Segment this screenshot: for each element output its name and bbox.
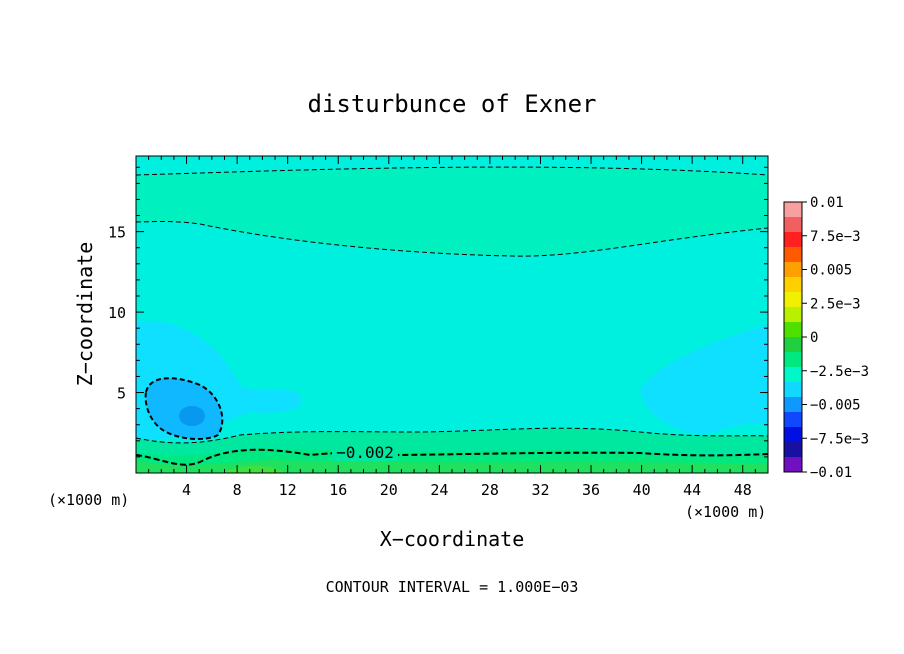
x-tick-label: 28 — [481, 481, 499, 499]
colorbar-swatch — [784, 217, 802, 233]
colorbar-swatch — [784, 292, 802, 308]
x-tick-label: 8 — [233, 481, 242, 499]
colorbar-swatch — [784, 427, 802, 443]
colorbar-swatch — [784, 262, 802, 278]
colorbar-swatch — [784, 322, 802, 338]
colorbar-tick-label: 2.5e−3 — [810, 296, 861, 312]
colorbar-swatch — [784, 457, 802, 473]
y-tick-label: 15 — [108, 224, 126, 242]
colorbar-tick-label: 0 — [810, 330, 818, 346]
colorbar-swatch — [784, 367, 802, 383]
colorbar-tick-label: −2.5e−3 — [810, 364, 869, 380]
colorbar-swatch — [784, 202, 802, 218]
negative-core — [179, 406, 205, 426]
contour-line-negative-core — [144, 377, 224, 440]
colorbar-tick-label: −7.5e−3 — [810, 431, 869, 447]
weak-negative-region-right — [640, 324, 768, 435]
contour-label-background — [332, 443, 398, 461]
y-axis-ticks: 5 10 15 — [108, 166, 768, 458]
near-surface-band-c — [136, 460, 768, 473]
x-tick-label: 40 — [633, 481, 651, 499]
colorbar-tick-label: 0.01 — [810, 195, 844, 211]
colorbar-swatch — [784, 382, 802, 398]
x-tick-label: 24 — [430, 481, 448, 499]
x-tick-label: 44 — [683, 481, 701, 499]
x-tick-label: 20 — [380, 481, 398, 499]
colorbar-tick-label: −0.01 — [810, 465, 852, 481]
x-unit-right: (×1000 m) — [685, 503, 766, 521]
colorbar-swatch — [784, 277, 802, 293]
x-tick-label: 48 — [734, 481, 752, 499]
x-axis-label: X−coordinate — [380, 527, 525, 551]
colorbar-swatch — [784, 412, 802, 428]
colorbar-swatch — [784, 307, 802, 323]
colorbar-tick-label: 7.5e−3 — [810, 229, 861, 245]
x-tick-label: 36 — [582, 481, 600, 499]
near-surface-band-d — [220, 465, 285, 473]
x-tick-label: 16 — [329, 481, 347, 499]
plot-area: −0.002 — [136, 156, 768, 473]
upper-positive-band — [136, 167, 768, 257]
x-axis-ticks: 4 8 12 16 20 24 28 32 36 40 44 48 — [148, 156, 756, 499]
contour-interval-footer: CONTOUR INTERVAL = 1.000E−03 — [326, 578, 579, 596]
x-tick-label: 12 — [279, 481, 297, 499]
x-tick-label: 4 — [182, 481, 191, 499]
contour-line-lower — [136, 427, 768, 444]
x-unit-left: (×1000 m) — [48, 491, 129, 509]
y-tick-label: 5 — [117, 385, 126, 403]
chart-title: disturbunce of Exner — [308, 90, 597, 118]
contour-line-top — [136, 166, 768, 176]
contour-label: −0.002 — [336, 443, 394, 462]
colorbar-tick-label: 0.005 — [810, 263, 852, 279]
colorbar-labels: 0.01 7.5e−3 0.005 2.5e−3 0 −2.5e−3 −0.005 −7.5e… — [802, 195, 869, 481]
colorbar-swatch — [784, 247, 802, 263]
colorbar-tick-label: −0.005 — [810, 398, 861, 414]
y-axis-label: Z−coordinate — [73, 242, 97, 387]
colorbar-swatch — [784, 232, 802, 248]
colorbar-swatch — [784, 397, 802, 413]
y-tick-label: 10 — [108, 304, 126, 322]
colorbar-swatch — [784, 352, 802, 368]
contour-line-upper — [136, 221, 768, 257]
colorbar — [783, 201, 803, 473]
x-tick-label: 32 — [531, 481, 549, 499]
colorbar-swatch — [784, 442, 802, 458]
colorbar-swatch — [784, 337, 802, 353]
